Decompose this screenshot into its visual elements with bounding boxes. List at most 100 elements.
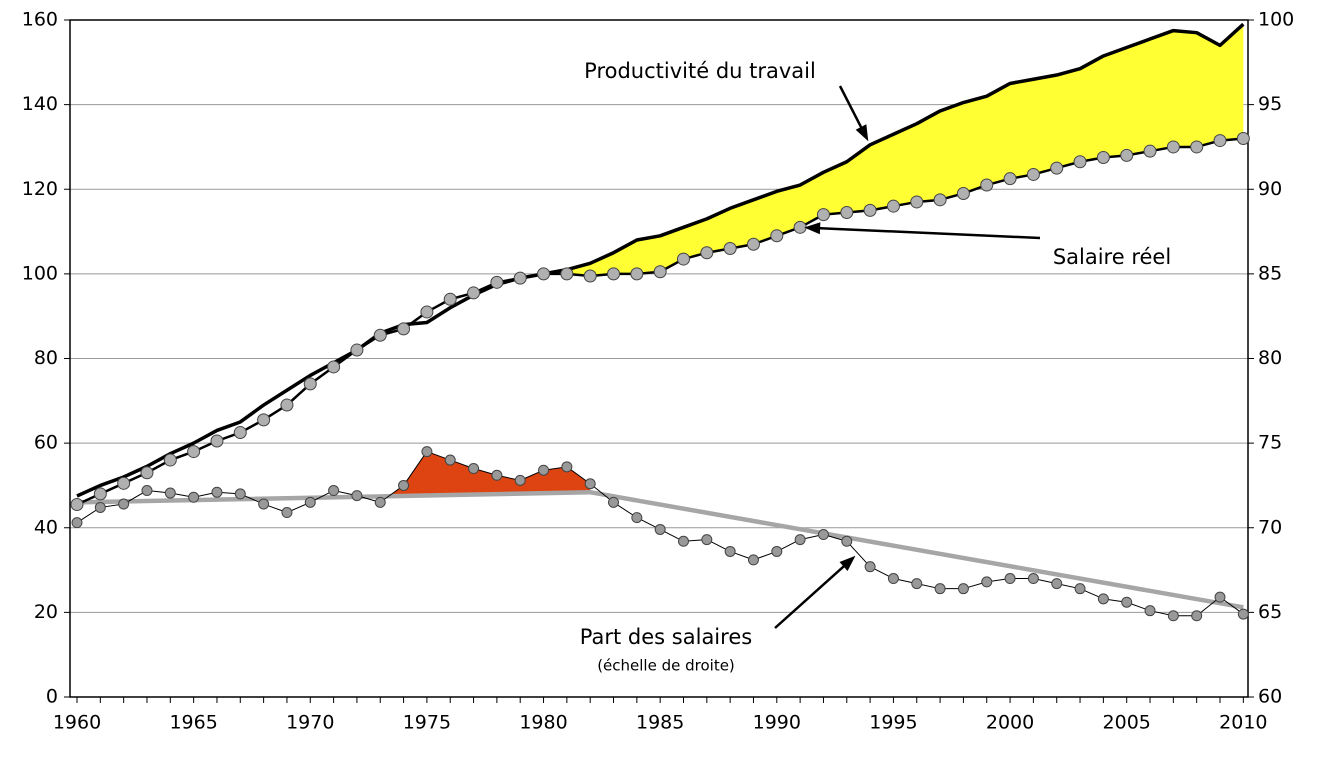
gap-area: [380, 451, 591, 503]
data-point: [514, 474, 526, 486]
data-point: [163, 453, 177, 467]
data-point: [258, 498, 270, 510]
annotation: (échelle de droite): [597, 657, 735, 675]
x-tick-label: 1980: [519, 712, 567, 734]
plot-frame: [69, 19, 1249, 698]
data-point: [1074, 583, 1086, 595]
data-point: [560, 267, 574, 281]
data-point: [187, 445, 201, 459]
data-point: [468, 463, 480, 475]
data-point: [817, 529, 829, 541]
data-point: [723, 241, 737, 255]
data-point: [444, 454, 456, 466]
y2-tick-label: 75: [1258, 432, 1282, 454]
data-point: [584, 478, 596, 490]
x-tick-label: 1990: [753, 712, 801, 734]
data-point: [210, 434, 224, 448]
data-point: [1004, 573, 1016, 585]
x-tick-label: 1985: [636, 712, 684, 734]
data-point: [421, 446, 433, 458]
y2-tick-label: 60: [1258, 686, 1282, 708]
data-point: [816, 208, 830, 222]
x-tick-label: 2000: [986, 712, 1034, 734]
y-tick-label: 40: [34, 516, 58, 538]
data-point: [981, 576, 993, 588]
series-line: [76, 22, 1245, 498]
data-point: [1026, 167, 1040, 181]
data-point: [303, 377, 317, 391]
y2-tick-label: 65: [1258, 601, 1282, 623]
data-point: [746, 237, 760, 251]
data-point: [677, 535, 689, 547]
data-point: [1143, 144, 1157, 158]
data-point: [1144, 605, 1156, 617]
data-point: [794, 534, 806, 546]
data-point: [608, 496, 620, 508]
data-point: [491, 469, 503, 481]
lines: [70, 22, 1250, 622]
x-tick-label: 1995: [869, 712, 917, 734]
y2-tick-label: 90: [1258, 178, 1282, 200]
data-point: [654, 523, 666, 535]
data-point: [676, 252, 690, 266]
fills: [380, 24, 1244, 503]
y-tick-label: 80: [34, 347, 58, 369]
y2-tick-label: 95: [1258, 93, 1282, 115]
annotation-arrow: [812, 226, 1041, 240]
annotation: Productivité du travail: [584, 59, 816, 83]
data-point: [1237, 608, 1249, 620]
y2-tick-label: 85: [1258, 262, 1282, 284]
data-point: [398, 479, 410, 491]
data-point: [933, 193, 947, 207]
y-tick-label: 20: [34, 601, 58, 623]
arrow-head: [855, 124, 869, 142]
data-point: [351, 490, 363, 502]
data-point: [141, 485, 153, 497]
data-point: [280, 398, 294, 412]
data-point: [1120, 148, 1134, 162]
data-point: [701, 534, 713, 546]
data-point: [443, 292, 457, 306]
annotations: Productivité du travail Salaire réel Part …: [580, 59, 1171, 675]
data-point: [1190, 140, 1204, 154]
x-tick-label: 1960: [53, 712, 101, 734]
series-line: [76, 137, 1244, 506]
data-point: [957, 583, 969, 595]
data-point: [538, 464, 550, 476]
x-tick-label: 2010: [1219, 712, 1267, 734]
data-point: [304, 496, 316, 508]
data-point: [1051, 578, 1063, 590]
y-tick-label: 160: [22, 9, 58, 31]
data-point: [1167, 610, 1179, 622]
data-point: [234, 488, 246, 500]
data-point: [561, 461, 573, 473]
data-point: [934, 583, 946, 595]
y2-tick-label: 80: [1258, 347, 1282, 369]
data-point: [467, 286, 481, 300]
y-tick-label: 140: [22, 93, 58, 115]
data-point: [980, 178, 994, 192]
data-point: [653, 265, 667, 279]
data-point: [118, 498, 130, 510]
data-point: [350, 343, 364, 357]
data-point: [1166, 140, 1180, 154]
data-point: [1121, 596, 1133, 608]
data-point: [886, 199, 900, 213]
data-point: [607, 267, 621, 281]
annotation: Salaire réel: [1053, 245, 1171, 269]
data-point: [1096, 151, 1110, 165]
grid: 0 20 40 60 80 100 120 140 160 60 65 70 75 80 85 90 95 100…: [22, 9, 1295, 734]
data-point: [887, 573, 899, 585]
data-point: [328, 485, 340, 497]
annotation-arrow: [838, 85, 866, 135]
data-point: [537, 267, 551, 281]
data-point: [164, 487, 176, 499]
data-point: [1073, 155, 1087, 169]
data-point: [1214, 591, 1226, 603]
data-point: [211, 486, 223, 498]
data-point: [1191, 610, 1203, 622]
data-point: [840, 206, 854, 220]
data-point: [910, 195, 924, 209]
data-point: [420, 305, 434, 319]
data-point: [188, 491, 200, 503]
